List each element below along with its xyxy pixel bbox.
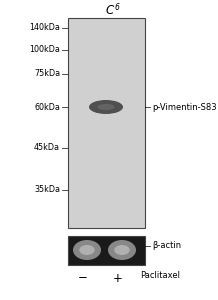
Text: p-Vimentin-S83: p-Vimentin-S83: [152, 103, 217, 112]
Ellipse shape: [114, 245, 130, 255]
Text: 45kDa: 45kDa: [34, 143, 60, 152]
Ellipse shape: [73, 240, 101, 260]
Text: −: −: [78, 272, 88, 284]
Ellipse shape: [79, 245, 95, 255]
Text: 75kDa: 75kDa: [34, 70, 60, 79]
Text: β-actin: β-actin: [152, 242, 181, 250]
Text: Paclitaxel: Paclitaxel: [140, 271, 180, 280]
Text: C: C: [106, 4, 114, 17]
Text: 100kDa: 100kDa: [29, 46, 60, 55]
Bar: [68, 236, 145, 265]
Bar: [68, 18, 145, 228]
Ellipse shape: [89, 100, 123, 114]
Text: 60kDa: 60kDa: [34, 103, 60, 112]
Text: 6: 6: [115, 4, 120, 13]
Text: 140kDa: 140kDa: [29, 23, 60, 32]
Ellipse shape: [108, 240, 136, 260]
Ellipse shape: [97, 104, 114, 110]
Text: 35kDa: 35kDa: [34, 185, 60, 194]
Text: +: +: [113, 272, 123, 284]
